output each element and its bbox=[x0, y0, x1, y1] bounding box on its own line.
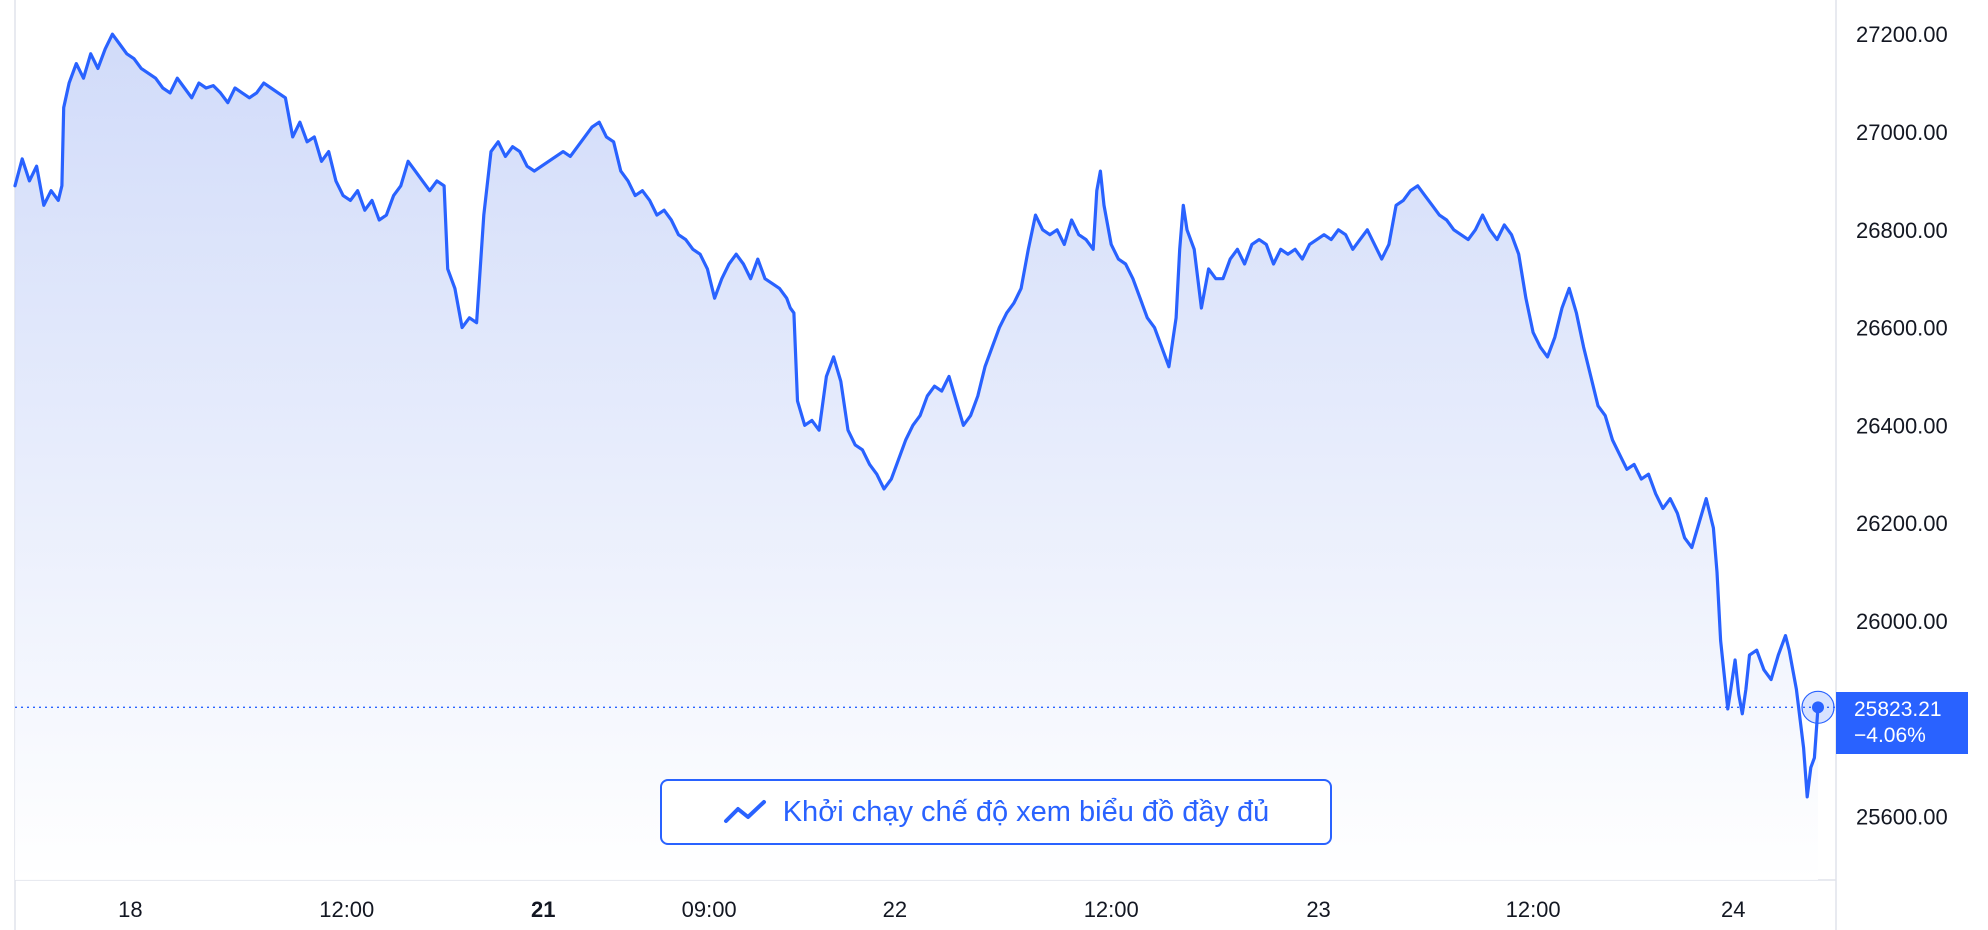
x-tick-label: 21 bbox=[531, 897, 555, 922]
price-line-layer bbox=[13, 32, 1820, 799]
x-tick-label: 12:00 bbox=[1506, 897, 1561, 922]
y-tick-label: 26800.00 bbox=[1856, 218, 1948, 243]
trend-line-icon bbox=[723, 800, 766, 823]
area-fill-layer bbox=[15, 34, 1818, 880]
y-tick-label: 27000.00 bbox=[1856, 120, 1948, 145]
y-tick-label: 27200.00 bbox=[1856, 22, 1948, 47]
x-tick-label: 18 bbox=[118, 897, 142, 922]
price-series-line bbox=[13, 32, 1820, 799]
x-tick-label: 23 bbox=[1306, 897, 1330, 922]
price-area bbox=[15, 34, 1818, 880]
launch-full-chart-label: Khởi chạy chế độ xem biểu đồ đầy đủ bbox=[782, 795, 1270, 828]
x-tick-label: 22 bbox=[883, 897, 907, 922]
x-tick-label: 24 bbox=[1721, 897, 1745, 922]
y-tick-label: 25600.00 bbox=[1856, 804, 1948, 829]
x-tick-label: 12:00 bbox=[319, 897, 374, 922]
y-tick-label: 26600.00 bbox=[1856, 316, 1948, 341]
y-tick-label: 26200.00 bbox=[1856, 511, 1948, 536]
x-axis: 18 12:00 21 09:00 22 12:00 23 12:00 24 bbox=[118, 897, 1745, 922]
x-tick-label: 09:00 bbox=[682, 897, 737, 922]
y-axis: 27200.00 27000.00 26800.00 26600.00 26400.00… bbox=[1856, 22, 1948, 829]
last-price-value: 25823.21 bbox=[1854, 698, 1942, 722]
price-change-percent: −4.06% bbox=[1854, 724, 1926, 748]
last-price-layer bbox=[15, 690, 1836, 724]
y-tick-label: 26400.00 bbox=[1856, 413, 1948, 438]
y-tick-label: 26000.00 bbox=[1856, 609, 1948, 634]
launch-full-chart-button[interactable]: Khởi chạy chế độ xem biểu đồ đầy đủ bbox=[660, 779, 1332, 845]
x-tick-label: 12:00 bbox=[1084, 897, 1139, 922]
last-price-badge: 25823.21 −4.06% bbox=[1836, 692, 1968, 755]
last-price-marker-dot bbox=[1812, 701, 1824, 714]
